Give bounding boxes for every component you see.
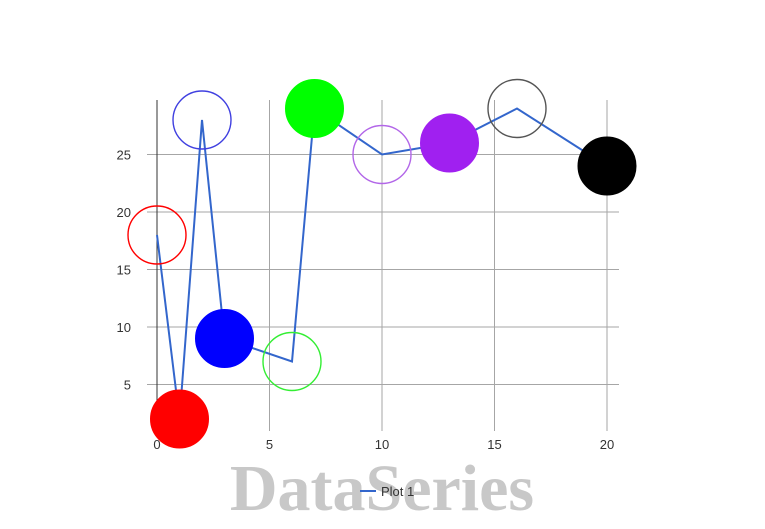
x-tick-label-20: 20 xyxy=(600,437,614,452)
data-point-5 xyxy=(262,331,322,392)
data-point-9 xyxy=(487,78,547,139)
tick-labels: 5 10 15 20 25 0 5 10 15 20 xyxy=(117,148,615,453)
data-point-4 xyxy=(195,309,254,368)
data-point-8 xyxy=(420,113,479,173)
series-plot-1 xyxy=(156,106,608,420)
x-tick-label-10: 10 xyxy=(375,437,389,452)
series-line-1 xyxy=(156,106,608,420)
y-tick-label-10: 10 xyxy=(117,320,131,335)
legend: Plot 1 xyxy=(360,484,414,499)
data-point-2 xyxy=(150,389,209,449)
y-tick-label-5: 5 xyxy=(124,378,131,393)
data-point-1 xyxy=(127,205,187,265)
y-tick-label-20: 20 xyxy=(117,205,131,220)
x-tick-label-5: 5 xyxy=(266,437,273,452)
markers xyxy=(127,78,637,449)
x-tick-label-0: 0 xyxy=(153,437,160,452)
legend-label: Plot 1 xyxy=(381,484,414,499)
data-point-7 xyxy=(352,124,412,185)
data-point-6 xyxy=(285,79,344,138)
watermark: DataSeries xyxy=(230,452,534,525)
data-point-10 xyxy=(577,136,637,196)
data-point-3 xyxy=(172,90,232,150)
y-tick-label-15: 15 xyxy=(117,263,131,278)
x-tick-label-15: 15 xyxy=(487,437,501,452)
y-tick-label-25: 25 xyxy=(117,148,131,163)
